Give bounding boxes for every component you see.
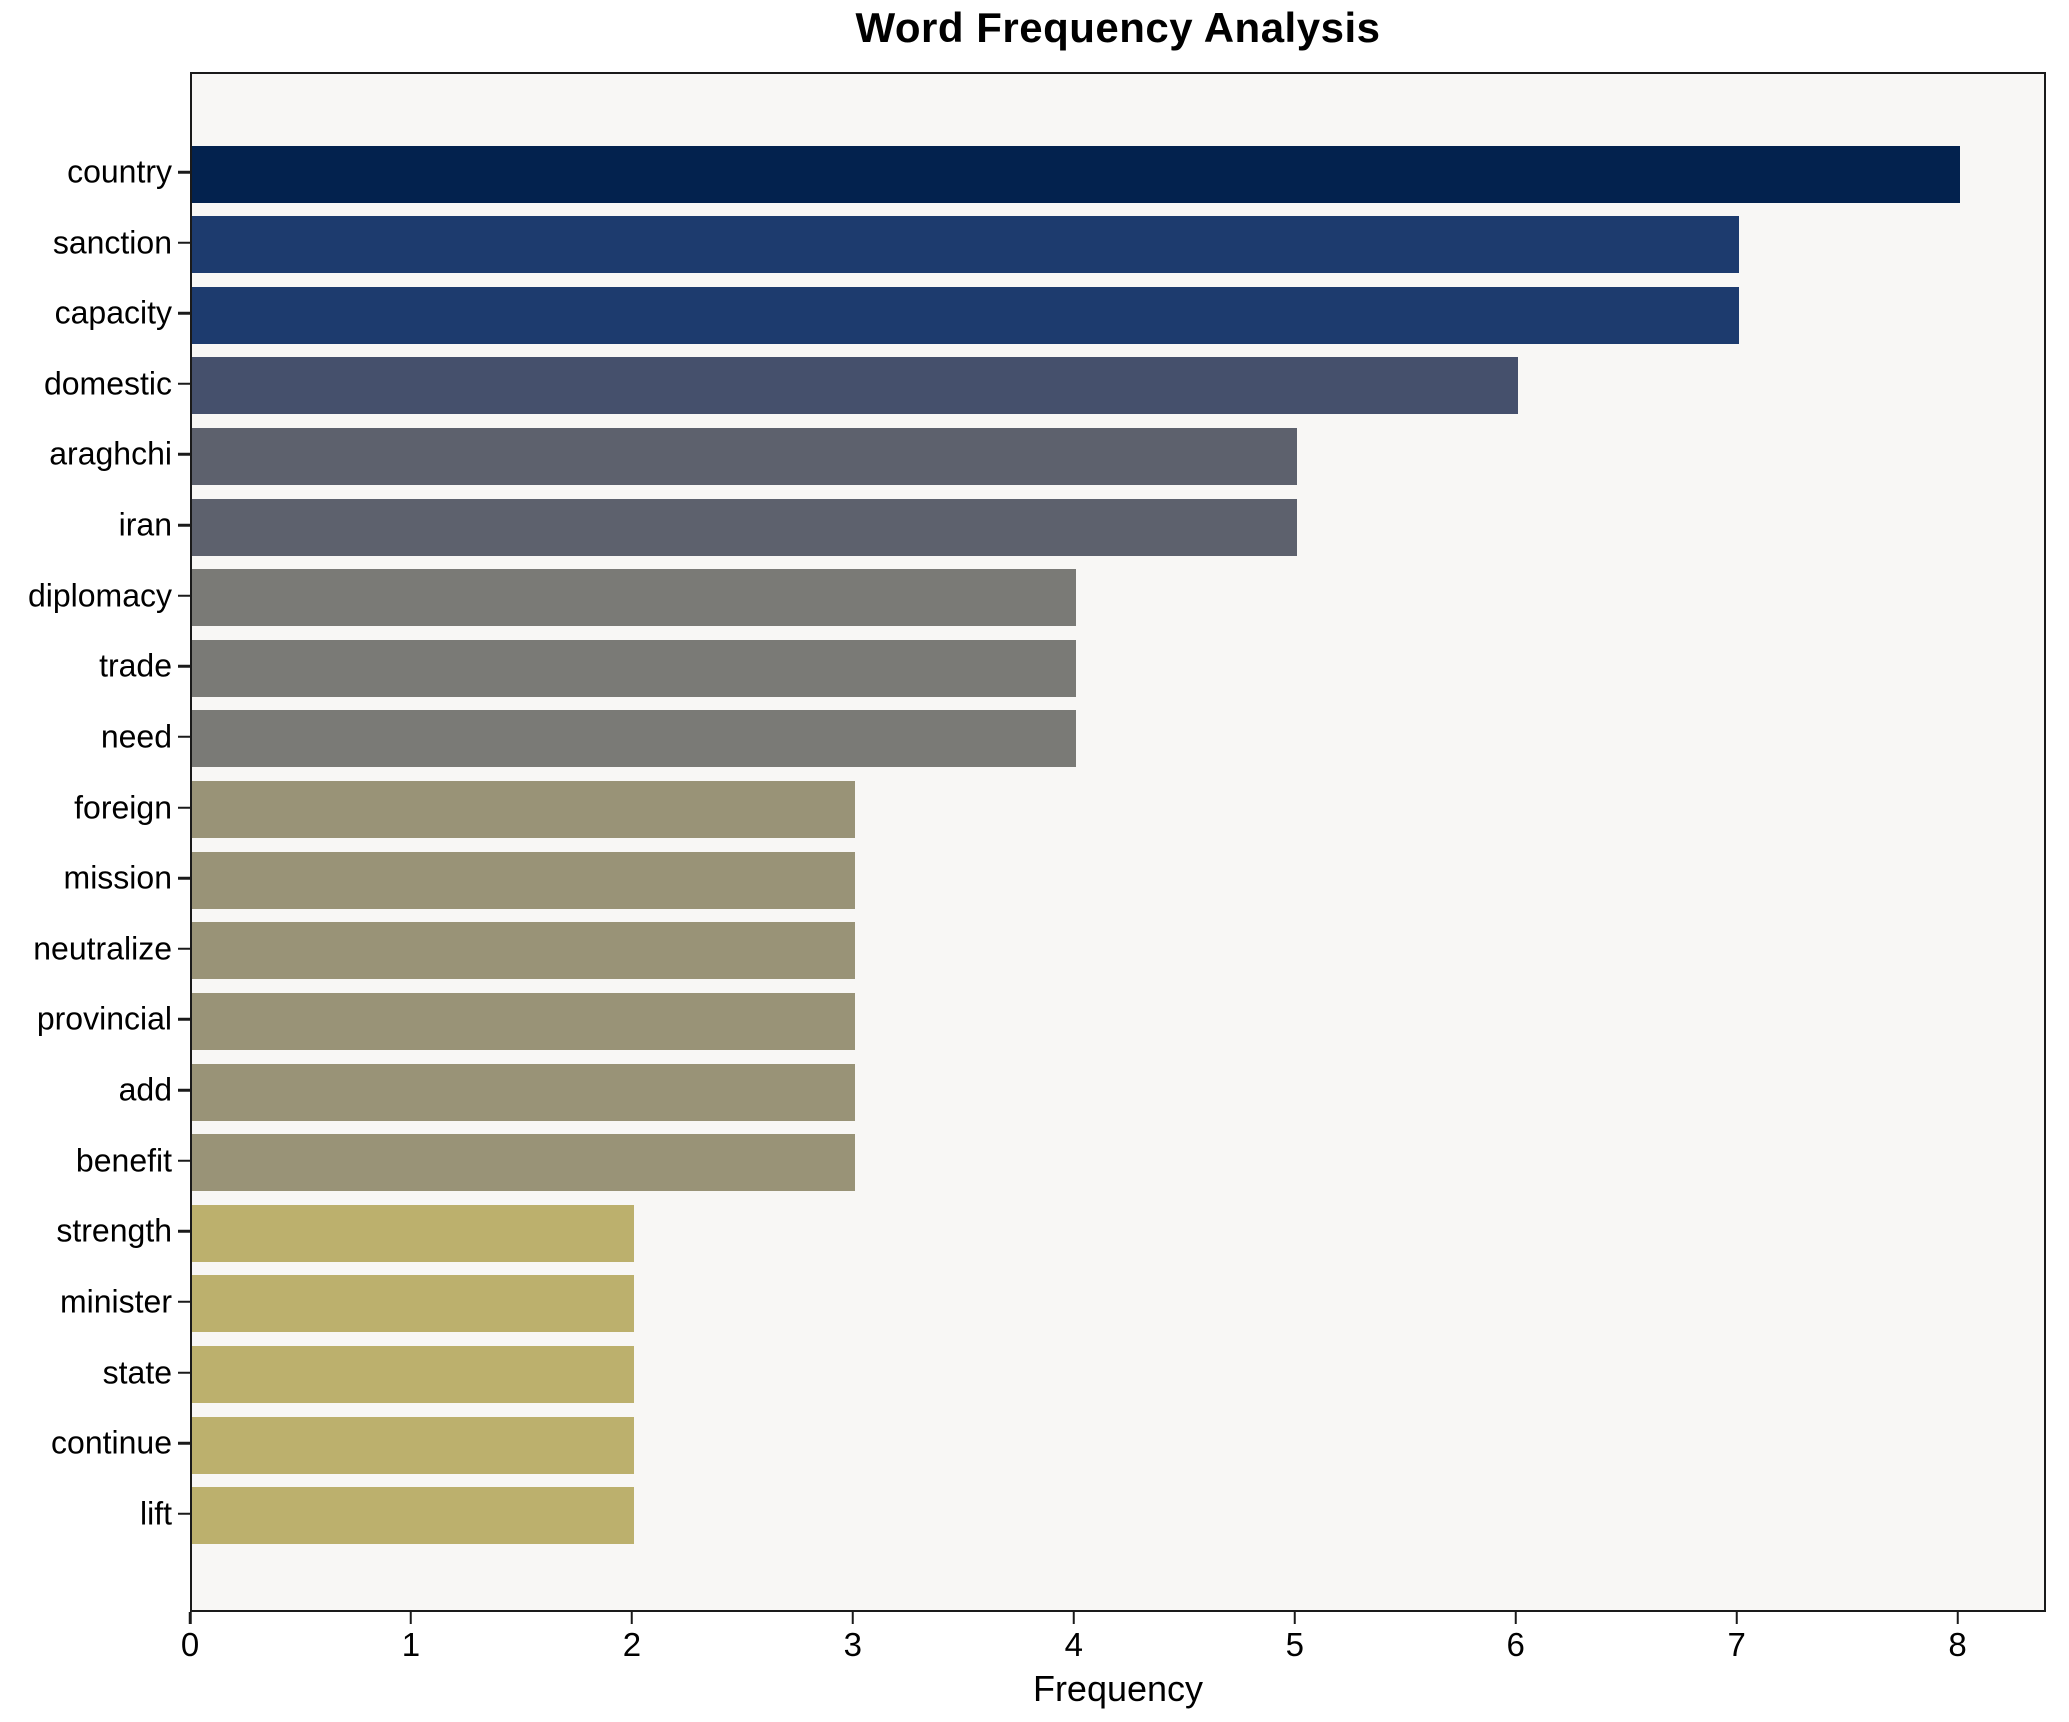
x-tick-mark-2 bbox=[630, 1612, 634, 1624]
x-tick-mark-1 bbox=[409, 1612, 413, 1624]
x-tick-label-6: 6 bbox=[1506, 1626, 1525, 1663]
y-tick-mark-araghchi bbox=[178, 453, 190, 456]
bar-capacity bbox=[192, 286, 1739, 344]
x-tick-label-5: 5 bbox=[1285, 1626, 1304, 1663]
y-tick-mark-country bbox=[178, 170, 190, 174]
y-tick-label-state: state bbox=[102, 1354, 172, 1391]
y-tick-label-minister: minister bbox=[59, 1283, 172, 1320]
y-tick-label-strength: strength bbox=[56, 1212, 172, 1249]
x-tick-mark-3 bbox=[851, 1612, 855, 1624]
y-tick-mark-benefit bbox=[178, 1159, 190, 1162]
y-tick-mark-mission bbox=[178, 876, 190, 880]
y-tick-label-iran: iran bbox=[118, 506, 172, 543]
y-tick-label-continue: continue bbox=[51, 1424, 172, 1461]
y-tick-mark-foreign bbox=[178, 806, 190, 809]
x-tick-mark-7 bbox=[1735, 1612, 1738, 1624]
x-tick-label-3: 3 bbox=[843, 1626, 863, 1663]
x-tick-label-2: 2 bbox=[622, 1626, 642, 1663]
bar-minister bbox=[192, 1275, 634, 1333]
bar-diplomacy bbox=[192, 569, 1076, 627]
y-tick-label-need: need bbox=[100, 718, 172, 755]
bar-state bbox=[192, 1346, 634, 1404]
y-tick-mark-neutralize bbox=[178, 947, 190, 951]
x-tick-mark-5 bbox=[1293, 1612, 1296, 1624]
y-tick-mark-state bbox=[178, 1371, 190, 1374]
y-tick-label-sanction: sanction bbox=[52, 224, 172, 261]
bar-trade bbox=[192, 639, 1076, 697]
bar-country bbox=[192, 145, 1960, 203]
x-tick-label-8: 8 bbox=[1948, 1626, 1967, 1663]
y-tick-mark-add bbox=[178, 1088, 190, 1092]
x-tick-label-1: 1 bbox=[401, 1626, 421, 1663]
y-tick-mark-diplomacy bbox=[178, 594, 190, 597]
bar-iran bbox=[192, 498, 1297, 556]
chart-title: Word Frequency Analysis bbox=[855, 4, 1381, 51]
plot-area bbox=[190, 72, 2046, 1612]
y-tick-label-mission: mission bbox=[63, 859, 172, 896]
y-tick-mark-domestic bbox=[178, 382, 190, 386]
bar-foreign bbox=[192, 781, 855, 839]
y-tick-label-lift: lift bbox=[140, 1495, 172, 1532]
bar-araghchi bbox=[192, 427, 1297, 485]
bar-neutralize bbox=[192, 922, 855, 980]
y-tick-label-provincial: provincial bbox=[36, 1000, 172, 1037]
y-tick-mark-trade bbox=[178, 665, 190, 668]
bar-continue bbox=[192, 1416, 634, 1474]
y-tick-label-add: add bbox=[118, 1071, 172, 1108]
bar-lift bbox=[192, 1487, 634, 1545]
y-tick-label-diplomacy: diplomacy bbox=[27, 577, 172, 614]
y-tick-mark-iran bbox=[178, 523, 190, 527]
x-tick-mark-8 bbox=[1956, 1612, 1959, 1624]
y-tick-label-capacity: capacity bbox=[54, 294, 172, 331]
x-tick-label-7: 7 bbox=[1727, 1626, 1746, 1663]
y-tick-mark-provincial bbox=[178, 1018, 190, 1021]
y-tick-label-country: country bbox=[67, 153, 172, 190]
bar-domestic bbox=[192, 357, 1518, 415]
x-tick-mark-4 bbox=[1072, 1612, 1076, 1624]
y-tick-mark-sanction bbox=[178, 241, 190, 244]
y-tick-label-domestic: domestic bbox=[43, 365, 172, 402]
x-axis-label: Frequency bbox=[1032, 1668, 1204, 1709]
x-tick-mark-6 bbox=[1514, 1612, 1517, 1624]
y-tick-mark-capacity bbox=[178, 311, 190, 315]
bar-add bbox=[192, 1063, 855, 1121]
bar-strength bbox=[192, 1204, 634, 1262]
bar-sanction bbox=[192, 216, 1739, 274]
y-tick-label-araghchi: araghchi bbox=[49, 435, 172, 472]
y-tick-label-trade: trade bbox=[99, 647, 172, 684]
x-tick-label-0: 0 bbox=[180, 1626, 200, 1663]
y-tick-mark-lift bbox=[178, 1512, 190, 1516]
bar-benefit bbox=[192, 1134, 855, 1192]
y-tick-mark-continue bbox=[178, 1441, 190, 1445]
x-tick-mark-0 bbox=[188, 1612, 192, 1624]
bar-provincial bbox=[192, 992, 855, 1050]
y-tick-mark-minister bbox=[178, 1300, 190, 1304]
bar-mission bbox=[192, 851, 855, 909]
bar-need bbox=[192, 710, 1076, 768]
y-tick-mark-strength bbox=[178, 1230, 190, 1233]
y-tick-mark-need bbox=[178, 735, 190, 739]
y-tick-label-foreign: foreign bbox=[74, 789, 172, 826]
x-tick-label-4: 4 bbox=[1064, 1626, 1083, 1663]
y-tick-label-benefit: benefit bbox=[75, 1142, 172, 1179]
y-tick-label-neutralize: neutralize bbox=[33, 930, 172, 967]
